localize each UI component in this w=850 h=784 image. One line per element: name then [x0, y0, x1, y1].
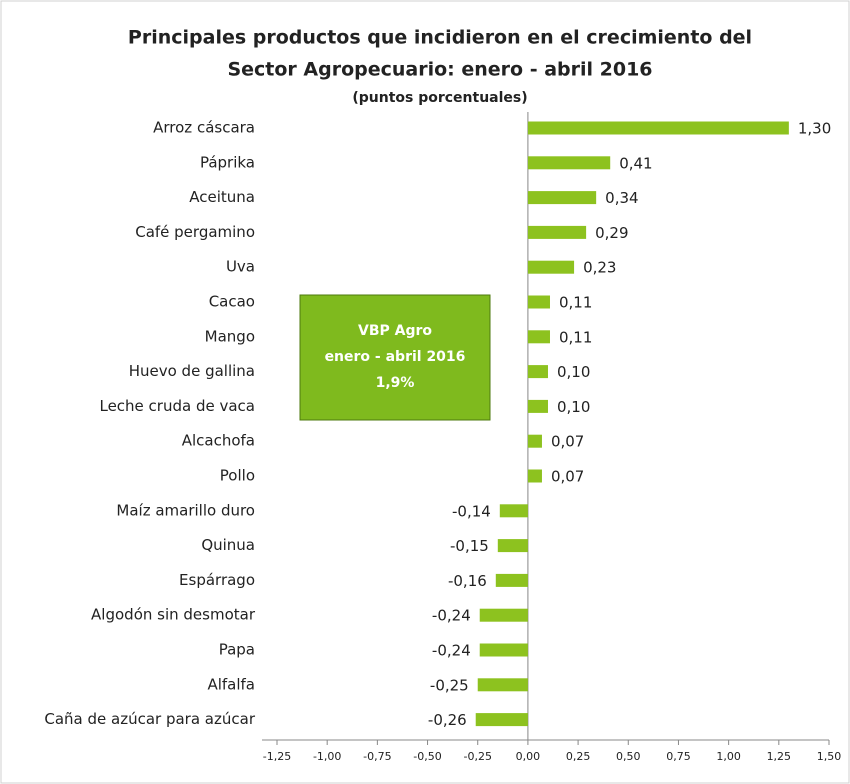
bar	[527, 225, 587, 239]
x-tick-label: 0,50	[616, 750, 641, 763]
data-label: -0,24	[432, 642, 471, 660]
x-tick-label: -0,75	[363, 750, 391, 763]
data-label: 1,30	[798, 120, 831, 138]
data-label: -0,26	[428, 711, 467, 729]
x-tick-label: 0,75	[666, 750, 691, 763]
bar	[527, 434, 542, 448]
bar	[527, 191, 597, 205]
y-tick-label: Aceituna	[189, 188, 255, 206]
x-tick-label: 1,50	[817, 750, 842, 763]
y-tick-label: Huevo de gallina	[129, 362, 255, 380]
chart-title: Principales productos que incidieron en …	[128, 27, 752, 49]
data-label: 0,07	[551, 433, 584, 451]
annotation-box	[299, 294, 491, 421]
y-tick-label: Pollo	[220, 467, 255, 485]
data-label: -0,24	[432, 607, 471, 625]
y-tick-label: Páprika	[200, 153, 255, 171]
data-label: -0,15	[450, 537, 489, 555]
data-label: 0,10	[557, 398, 590, 416]
bar	[499, 504, 528, 518]
bar	[495, 573, 528, 587]
y-tick-label: Quinua	[201, 536, 255, 554]
data-label: -0,14	[452, 502, 491, 520]
data-label: -0,16	[448, 572, 487, 590]
bar	[527, 260, 575, 274]
bar	[477, 678, 528, 692]
data-label: 0,11	[559, 294, 592, 312]
data-label: 0,11	[559, 328, 592, 346]
y-tick-label: Arroz cáscara	[153, 119, 255, 137]
y-tick-label: Alfalfa	[207, 675, 255, 693]
bar	[479, 643, 528, 657]
data-label: 0,07	[551, 468, 584, 486]
data-label: 0,34	[605, 189, 638, 207]
data-label: 0,23	[583, 259, 616, 277]
annotation: VBP Agro	[358, 323, 432, 339]
y-tick-label: Algodón sin desmotar	[91, 606, 256, 624]
chart-title: Sector Agropecuario: enero - abril 2016	[227, 59, 652, 81]
data-label: 0,29	[595, 224, 628, 242]
bar	[527, 365, 548, 379]
annotation: enero - abril 2016	[325, 349, 466, 365]
bar	[527, 121, 789, 135]
y-tick-label: Café pergamino	[135, 223, 255, 241]
x-tick-label: 1,25	[767, 750, 792, 763]
bar	[479, 608, 528, 622]
y-tick-label: Cacao	[209, 293, 255, 311]
data-label: 0,10	[557, 363, 590, 381]
x-tick-label: -1,25	[263, 750, 291, 763]
y-tick-label: Espárrago	[179, 571, 255, 589]
y-tick-label: Mango	[205, 327, 255, 345]
annotation: 1,9%	[376, 375, 415, 391]
x-tick-label: 0,25	[566, 750, 591, 763]
y-tick-label: Leche cruda de vaca	[99, 397, 255, 415]
x-tick-label: -1,00	[313, 750, 341, 763]
y-tick-label: Maíz amarillo duro	[116, 501, 255, 519]
bar	[527, 399, 548, 413]
x-tick-label: 0,00	[516, 750, 541, 763]
y-tick-label: Caña de azúcar para azúcar	[44, 710, 255, 728]
bar	[527, 330, 550, 344]
x-tick-label: -0,50	[413, 750, 441, 763]
bar	[527, 469, 542, 483]
data-label: -0,25	[430, 676, 469, 694]
y-tick-label: Alcachofa	[182, 432, 255, 450]
bar	[527, 295, 550, 309]
y-tick-label: Papa	[219, 641, 255, 659]
x-tick-label: 1,00	[716, 750, 741, 763]
y-tick-label: Uva	[226, 258, 255, 276]
chart-subtitle: (puntos porcentuales)	[352, 90, 527, 106]
bar	[497, 539, 528, 553]
bar	[475, 713, 528, 727]
bar	[527, 156, 611, 170]
data-label: 0,41	[619, 154, 652, 172]
x-tick-label: -0,25	[463, 750, 491, 763]
